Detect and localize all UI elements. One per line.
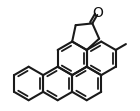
Text: O: O [93, 6, 103, 21]
